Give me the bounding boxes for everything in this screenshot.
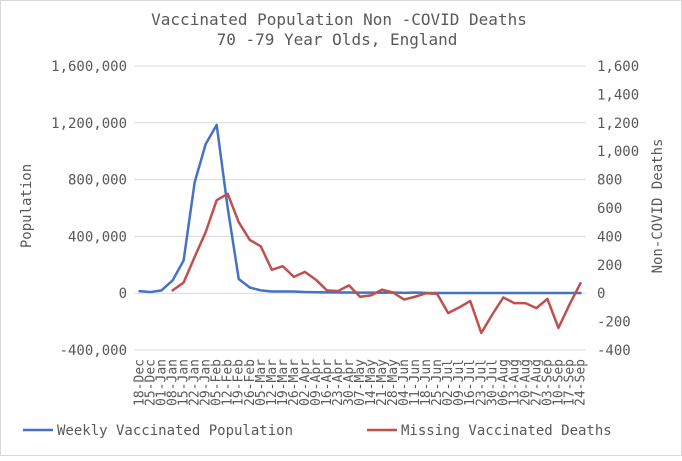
x-tick-label: 16-Apr [320, 359, 335, 406]
chart-title-line-2: 70 -79 Year Olds, England [217, 30, 458, 49]
x-tick-label: 14-May [364, 359, 379, 406]
x-tick-label: 28-May [386, 359, 401, 406]
x-tick-label: 27-Aug [529, 359, 544, 406]
x-tick-label: 26-Mar [287, 359, 302, 406]
x-tick-label: 02-Jul [441, 359, 456, 406]
x-tick-label: 03-Sep [540, 359, 555, 406]
x-tick-label: 21-May [375, 359, 390, 406]
x-tick-label: 05-Mar [254, 359, 269, 406]
chart-title-line-1: Vaccinated Population Non -COVID Deaths [151, 10, 527, 29]
right-axis-ticks: -400 -200 0 200 400 600 800 1,000 1,200 1,400 1,60… [597, 59, 639, 359]
left-tick-label: 1,200,000 [51, 116, 127, 132]
x-tick-label: 12-Mar [265, 359, 280, 406]
x-tick-label: 17-Sep [562, 359, 577, 406]
x-tick-label: 08-Jan [166, 359, 181, 406]
right-tick-label: -400 [597, 343, 631, 359]
x-tick-label: 15-Jan [177, 359, 192, 406]
left-tick-label: 0 [119, 286, 127, 302]
x-tick-label: 04-Jun [397, 359, 412, 406]
x-tick-label: 18-Dec [133, 359, 148, 406]
x-tick-label: 06-Aug [496, 359, 511, 406]
right-tick-label: -200 [597, 315, 631, 331]
x-axis-ticks: 18-Dec25-Dec01-Jan08-Jan15-Jan22-Jan29-J… [133, 359, 589, 406]
x-tick-label: 24-Sep [573, 359, 588, 406]
series-lines [138, 123, 582, 335]
right-tick-label: 400 [597, 229, 622, 245]
left-axis-ticks: -400,000 0 400,000 800,000 1,200,000 1,600,00… [51, 59, 127, 359]
legend-label: Weekly Vaccinated Population [57, 423, 293, 439]
x-tick-label: 12-Feb [221, 359, 236, 406]
right-tick-label: 1,200 [597, 116, 639, 132]
left-tick-label: -400,000 [60, 343, 127, 359]
series-line [171, 192, 582, 335]
x-tick-label: 16-Jul [463, 359, 478, 406]
x-tick-label: 30-Jul [485, 359, 500, 406]
x-tick-label: 29-Jan [199, 359, 214, 406]
x-tick-label: 20-Aug [518, 359, 533, 406]
x-tick-label: 30-Apr [342, 359, 357, 406]
x-tick-label: 01-Jan [155, 359, 170, 406]
x-tick-label: 09-Apr [309, 359, 324, 406]
x-tick-label: 25-Dec [144, 359, 159, 406]
left-tick-label: 1,600,000 [51, 59, 127, 75]
x-tick-label: 11-Jun [408, 359, 423, 406]
x-tick-label: 23-Jul [474, 359, 489, 406]
x-tick-label: 19-Feb [232, 359, 247, 406]
legend-label: Missing Vaccinated Deaths [401, 423, 612, 439]
right-tick-label: 800 [597, 173, 622, 189]
x-tick-label: 18-Jun [419, 359, 434, 406]
gridlines [134, 65, 586, 351]
series-line [138, 123, 582, 295]
x-tick-label: 05-Feb [210, 359, 225, 406]
x-tick-label: 22-Jan [188, 359, 203, 406]
x-tick-label: 10-Sep [551, 359, 566, 406]
legend: Weekly Vaccinated Population Missing Vacc… [23, 423, 612, 439]
right-tick-label: 0 [597, 286, 605, 302]
x-tick-label: 07-May [353, 359, 368, 406]
y-axis-label-right: Non-COVID Deaths [650, 139, 666, 274]
right-tick-label: 1,000 [597, 144, 639, 160]
x-tick-label: 19-Mar [276, 359, 291, 406]
left-tick-label: 800,000 [68, 173, 127, 189]
right-tick-label: 1,600 [597, 59, 639, 75]
right-tick-label: 600 [597, 201, 622, 217]
x-tick-label: 02-Apr [298, 359, 313, 406]
y-axis-label-left: Population [19, 164, 35, 248]
left-tick-label: 400,000 [68, 229, 127, 245]
right-tick-label: 1,400 [597, 87, 639, 103]
x-tick-label: 26-Feb [243, 359, 258, 406]
x-tick-label: 23-Apr [331, 359, 346, 406]
x-tick-label: 25-Jun [430, 359, 445, 406]
right-tick-label: 200 [597, 258, 622, 274]
x-tick-label: 13-Aug [507, 359, 522, 406]
x-tick-label: 09-Jul [452, 359, 467, 406]
